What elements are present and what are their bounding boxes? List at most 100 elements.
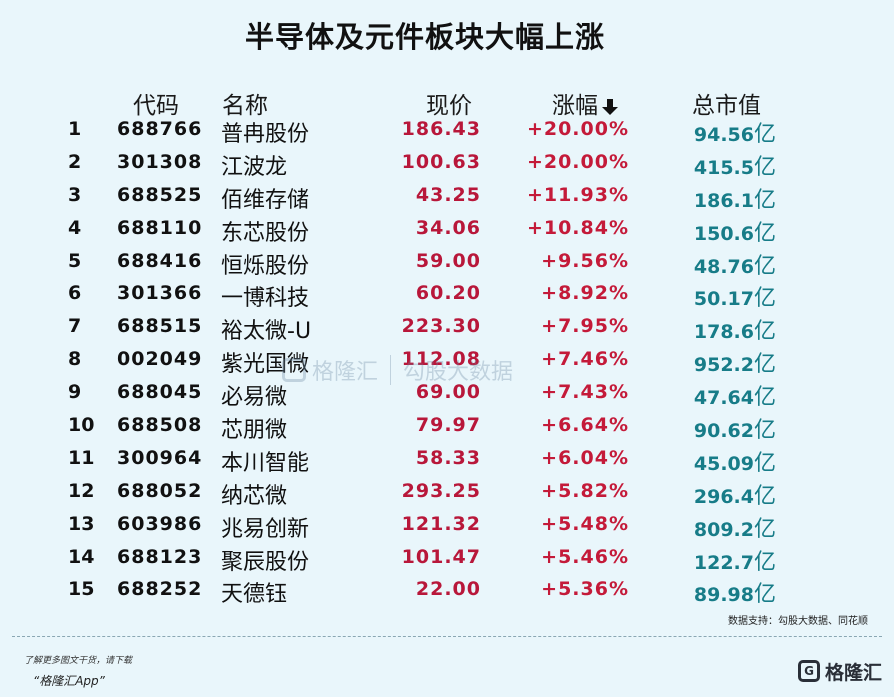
change-percent: +7.43%: [541, 381, 629, 404]
market-cap-unit: 亿: [753, 187, 776, 213]
stock-code: 688515: [117, 315, 203, 338]
stock-code: 688508: [117, 414, 203, 437]
stock-code: 603986: [117, 512, 203, 535]
current-price: 112.08: [401, 348, 481, 371]
stock-name: 东芯股份: [221, 220, 310, 246]
stock-code: 688416: [117, 249, 203, 272]
change-percent: +10.84%: [526, 216, 629, 239]
table-row[interactable]: 4 688110 东芯股份 34.06 +10.84% 150.6亿: [0, 214, 894, 247]
brand-logo-icon: G: [798, 660, 820, 682]
change-percent: +11.93%: [526, 183, 629, 206]
market-cap: 122.7亿: [694, 544, 776, 576]
market-cap-unit: 亿: [753, 286, 776, 312]
table-row[interactable]: 7 688515 裕太微-U 223.30 +7.95% 178.6亿: [0, 312, 894, 345]
stock-code: 688052: [117, 479, 203, 502]
market-cap-unit: 亿: [753, 516, 776, 542]
market-cap-value: 122.7: [693, 551, 754, 574]
table-row[interactable]: 2 301308 江波龙 100.63 +20.00% 415.5亿: [0, 148, 894, 181]
table-row[interactable]: 13 603986 兆易创新 121.32 +5.48% 809.2亿: [0, 510, 894, 543]
market-cap-value: 415.5: [693, 156, 754, 179]
current-price: 60.20: [415, 282, 481, 305]
stock-code: 688766: [117, 118, 203, 140]
table-row[interactable]: 8 002049 紫光国微 112.08 +7.46% 952.2亿: [0, 345, 894, 378]
current-price: 100.63: [401, 150, 481, 173]
row-rank: 9: [68, 381, 82, 404]
market-cap-value: 94.56: [693, 124, 754, 146]
market-cap: 178.6亿: [694, 313, 776, 345]
market-cap-unit: 亿: [753, 549, 776, 575]
change-percent: +6.64%: [541, 414, 629, 437]
table-row[interactable]: 5 688416 恒烁股份 59.00 +9.56% 48.76亿: [0, 247, 894, 280]
market-cap: 952.2亿: [694, 346, 776, 378]
row-rank: 6: [68, 282, 82, 305]
stock-name: 江波龙: [221, 154, 288, 180]
brand-logo-text: 格隆汇: [825, 661, 883, 684]
stock-code: 688525: [117, 183, 203, 206]
stock-code: 688252: [117, 578, 203, 601]
stock-name: 兆易创新: [221, 516, 310, 542]
table-row[interactable]: 10 688508 芯朋微 79.97 +6.64% 90.62亿: [0, 411, 894, 444]
market-cap-unit: 亿: [753, 154, 776, 180]
current-price: 58.33: [415, 446, 481, 469]
current-price: 79.97: [415, 414, 481, 437]
column-header-change-label: 涨幅: [552, 93, 598, 119]
row-rank: 12: [68, 479, 95, 502]
stock-name: 恒烁股份: [221, 253, 310, 279]
stock-name: 佰维存储: [221, 187, 310, 213]
change-percent: +20.00%: [526, 150, 629, 173]
column-header-name: 名称: [222, 93, 268, 119]
page-title: 半导体及元件板块大幅上涨: [244, 20, 605, 54]
dashed-divider: [12, 636, 882, 637]
table-row[interactable]: 1 688766 普冉股份 186.43 +20.00% 94.56亿: [0, 115, 894, 148]
market-cap-unit: 亿: [753, 418, 776, 444]
market-cap: 90.62亿: [694, 412, 776, 444]
market-cap: 89.98亿: [694, 576, 776, 608]
market-cap-value: 186.1: [693, 189, 754, 212]
current-price: 22.00: [415, 578, 481, 601]
market-cap-unit: 亿: [753, 483, 776, 509]
footer-app-name: “格隆汇App”: [33, 674, 105, 688]
market-cap-value: 178.6: [693, 321, 754, 344]
market-cap: 415.5亿: [694, 149, 776, 181]
stock-name: 普冉股份: [221, 122, 310, 147]
market-cap-unit: 亿: [753, 319, 776, 345]
current-price: 223.30: [401, 315, 481, 338]
row-rank: 13: [68, 512, 95, 535]
current-price: 101.47: [401, 545, 481, 568]
change-percent: +7.95%: [541, 315, 629, 338]
column-header-change[interactable]: 涨幅: [552, 86, 619, 120]
table-row[interactable]: 6 301366 一博科技 60.20 +8.92% 50.17亿: [0, 279, 894, 312]
market-cap: 47.64亿: [694, 379, 776, 411]
market-cap-unit: 亿: [753, 450, 776, 476]
stock-name: 本川智能: [221, 450, 310, 476]
market-cap-value: 809.2: [693, 518, 754, 541]
stock-name: 一博科技: [221, 286, 310, 312]
table-row[interactable]: 3 688525 佰维存储 43.25 +11.93% 186.1亿: [0, 181, 894, 214]
row-rank: 15: [68, 578, 95, 601]
market-cap-value: 50.17: [693, 288, 754, 311]
market-cap-value: 90.62: [693, 420, 754, 443]
table-row[interactable]: 14 688123 聚辰股份 101.47 +5.46% 122.7亿: [0, 543, 894, 576]
stock-table-body: 1 688766 普冉股份 186.43 +20.00% 94.56亿 2 301308 江波龙…: [0, 115, 894, 608]
market-cap: 45.09亿: [694, 445, 776, 477]
table-row[interactable]: 15 688252 天德钰 22.00 +5.36% 89.98亿: [0, 575, 894, 608]
market-cap-unit: 亿: [753, 352, 776, 378]
stock-code: 688045: [117, 381, 203, 404]
table-row[interactable]: 11 300964 本川智能 58.33 +6.04% 45.09亿: [0, 444, 894, 477]
table-row[interactable]: 12 688052 纳芯微 293.25 +5.82% 296.4亿: [0, 477, 894, 510]
market-cap-value: 89.98: [693, 584, 754, 607]
current-price: 69.00: [415, 381, 481, 404]
change-percent: +5.46%: [541, 545, 629, 568]
table-row[interactable]: 9 688045 必易微 69.00 +7.43% 47.64亿: [0, 378, 894, 411]
change-percent: +5.82%: [541, 479, 629, 502]
stock-code: 688123: [117, 545, 203, 568]
current-price: 43.25: [415, 183, 481, 206]
market-cap: 809.2亿: [694, 511, 776, 543]
market-cap-value: 150.6: [693, 222, 754, 245]
stock-name: 芯朋微: [221, 418, 288, 444]
stock-code: 301308: [117, 150, 203, 173]
market-cap: 94.56亿: [694, 116, 776, 148]
change-percent: +7.46%: [541, 348, 629, 371]
market-cap: 150.6亿: [694, 215, 776, 247]
